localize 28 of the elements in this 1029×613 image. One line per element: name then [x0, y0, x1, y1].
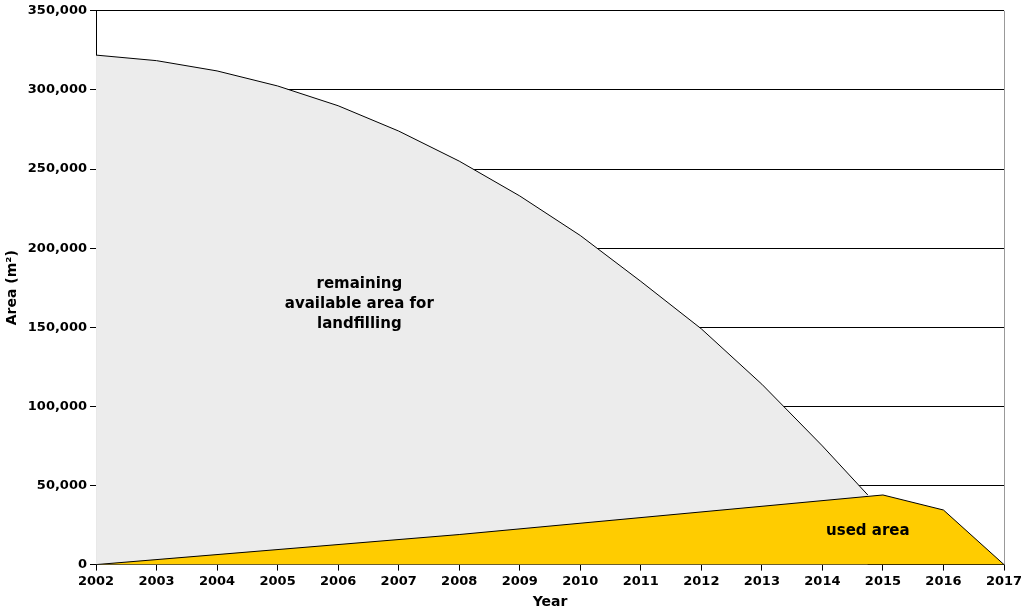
x-tick-label: 2008: [441, 572, 478, 588]
y-tick-label: 150,000: [27, 318, 88, 334]
y-tick-label: 250,000: [27, 160, 88, 176]
annotation: remaining available area for landfilling: [284, 274, 435, 333]
x-tick-label: 2015: [864, 572, 902, 588]
x-tick-label: 2013: [743, 572, 780, 588]
x-tick-label: 2014: [804, 572, 841, 588]
x-tick-label: 2017: [985, 572, 1023, 588]
x-tick-label: 2006: [320, 572, 357, 588]
y-tick-label: 300,000: [27, 81, 88, 97]
x-tick-label: 2002: [77, 572, 115, 588]
x-tick-label: 2016: [925, 572, 962, 588]
y-tick-label: 0: [77, 555, 88, 571]
y-tick-label: 350,000: [27, 2, 88, 18]
x-tick-label: 2003: [138, 572, 175, 588]
x-tick-label: 2007: [380, 572, 417, 588]
y-axis-title: Area (m²): [3, 250, 20, 326]
y-tick-label: 100,000: [27, 397, 88, 413]
y-tick-label: 200,000: [27, 239, 88, 255]
x-tick-label: 2005: [259, 572, 296, 588]
x-axis-title: Year: [531, 593, 568, 610]
x-tick-label: 2012: [683, 572, 720, 588]
x-tick-label: 2010: [562, 572, 599, 588]
annotation: used area: [826, 521, 910, 540]
x-tick-label: 2011: [622, 572, 659, 588]
x-tick-label: 2009: [501, 572, 538, 588]
x-tick-label: 2004: [198, 572, 236, 588]
y-tick-label: 50,000: [36, 476, 88, 492]
